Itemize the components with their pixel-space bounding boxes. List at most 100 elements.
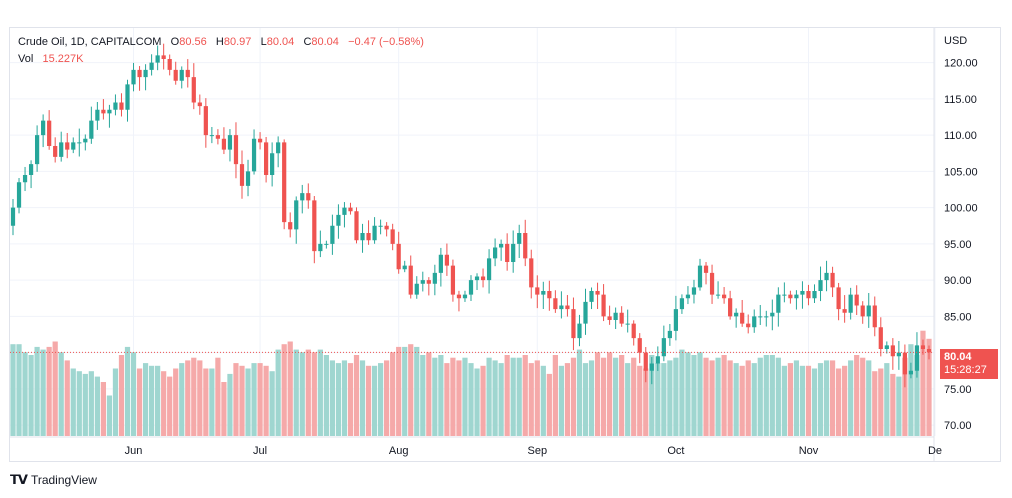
candle-body	[517, 233, 522, 244]
volume-bar	[245, 368, 251, 436]
volume-bar	[823, 360, 830, 436]
volume-bar	[293, 349, 299, 436]
candle-body	[167, 59, 172, 70]
volume-bar	[552, 355, 558, 436]
volume-bar	[112, 368, 119, 436]
candle-body	[619, 312, 624, 324]
candle-body	[565, 305, 570, 310]
volume-bar	[504, 355, 510, 436]
volume-bar	[811, 368, 818, 436]
candle-body	[673, 309, 679, 331]
candle-body	[709, 272, 715, 295]
volume-bar	[649, 355, 655, 436]
volume-bar	[600, 357, 607, 436]
candle-body	[571, 309, 576, 339]
volume-bar	[82, 373, 88, 436]
candle-body	[758, 316, 763, 318]
candle-body	[354, 211, 359, 241]
volume-bar	[745, 360, 751, 436]
volume-bar	[10, 344, 16, 436]
candle-body	[83, 138, 88, 143]
candle-body	[239, 164, 245, 186]
volume-bar	[697, 352, 703, 436]
candle-body	[336, 214, 341, 226]
candle-body	[348, 207, 353, 212]
candle-body	[294, 200, 299, 230]
candle-body	[529, 258, 534, 288]
volume-bar	[842, 365, 848, 436]
volume-bar	[305, 349, 311, 436]
candle-body	[288, 222, 293, 230]
candle-body	[914, 345, 920, 371]
volume-bar	[408, 344, 414, 436]
volume-bar	[148, 365, 155, 436]
volume-bar	[829, 360, 836, 436]
candle-body	[390, 229, 395, 244]
volume-bar	[263, 365, 269, 436]
volume-bar	[275, 349, 281, 436]
low-label: L	[260, 36, 267, 48]
candle-body	[589, 291, 594, 302]
candle-body	[637, 338, 642, 353]
month-tick-label: Oct	[667, 445, 684, 457]
volume-bars	[10, 330, 932, 436]
candle-body	[41, 120, 46, 136]
volume-bar	[215, 357, 221, 436]
volume-bar	[637, 365, 643, 436]
volume-bar	[558, 365, 565, 436]
volume-bar	[58, 352, 64, 436]
volume-bar	[341, 360, 348, 436]
candle-body	[703, 265, 709, 273]
volume-bar	[594, 352, 601, 436]
volume-bar	[805, 365, 812, 436]
volume-bar	[420, 355, 426, 436]
volume-bar	[582, 363, 589, 436]
volume-bar	[16, 344, 22, 436]
volume-bar	[570, 357, 577, 436]
candle-body	[161, 55, 166, 59]
volume-bar	[848, 360, 854, 436]
candle-body	[251, 138, 257, 172]
volume-bar	[781, 365, 787, 436]
volume-bar	[878, 368, 884, 436]
price-tick-label: 85.00	[944, 311, 972, 323]
candle-body	[631, 323, 636, 339]
volume-bar	[365, 365, 372, 436]
candle-body	[661, 338, 666, 357]
candle-body	[149, 62, 154, 70]
candle-body	[16, 182, 22, 208]
candle-body	[541, 291, 546, 295]
brand-name: TradingView	[30, 473, 97, 487]
volume-bar	[655, 363, 661, 436]
volume-bar	[76, 371, 82, 436]
time-axis[interactable]: Jun Jul Aug Sep Oct Nov De	[10, 436, 942, 457]
volume-bar	[751, 363, 757, 436]
volume-bar	[914, 355, 920, 436]
high-value: 80.97	[223, 36, 252, 48]
candle-body	[896, 352, 901, 357]
candle-body	[209, 135, 214, 137]
volume-bar	[46, 346, 52, 436]
candle-body	[746, 323, 751, 328]
candle-body	[715, 294, 721, 296]
price-axis[interactable]: 120.00 115.00 110.00 105.00 100.00 95.00 90.00…	[933, 28, 978, 462]
candle-body	[426, 280, 431, 284]
volume-legend: Vol 15.227K	[18, 53, 83, 65]
price-tick-label: 105.00	[944, 166, 978, 178]
candle-body	[366, 233, 371, 241]
volume-bar	[625, 363, 631, 436]
volume-bar	[359, 360, 366, 436]
candle-body	[270, 153, 275, 175]
candle-body	[794, 294, 799, 299]
footer-branding[interactable]: 𝗧𝗩 TradingView	[10, 472, 97, 488]
candle-body	[697, 265, 703, 288]
volume-bar	[438, 355, 444, 436]
candlestick-chart[interactable]: 120.00 115.00 110.00 105.00 100.00 95.00 90.00…	[0, 0, 1012, 470]
candle-body	[782, 294, 787, 296]
candle-body	[601, 294, 606, 317]
month-tick-label: Jun	[125, 445, 143, 457]
candle-body	[173, 69, 178, 81]
candle-body	[505, 243, 510, 262]
volume-bar	[727, 360, 733, 436]
volume-bar	[528, 363, 534, 436]
